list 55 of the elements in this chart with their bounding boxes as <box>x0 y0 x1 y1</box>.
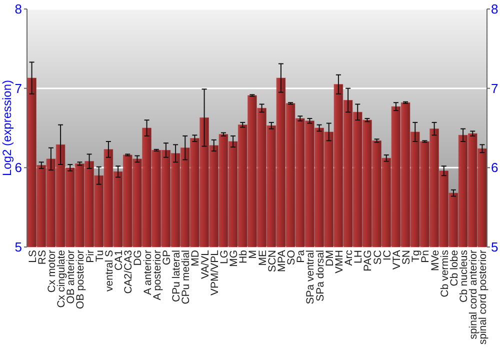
y-tick-label: 5 <box>14 240 22 255</box>
y-tick-label: 7 <box>14 80 22 96</box>
y2-tick-label: 7 <box>491 80 498 96</box>
x-tick-label: VA/VL <box>199 250 212 279</box>
x-tick-label: Cb nucleus <box>458 250 470 303</box>
x-tick-label: Tu <box>94 250 106 262</box>
y2-tick-label: 8 <box>491 2 498 17</box>
x-tick-label: SO <box>286 250 298 266</box>
x-tick-label: RS <box>36 250 48 265</box>
x-tick-label: Pir <box>84 250 96 263</box>
x-tick-label: Arc <box>343 250 356 266</box>
x-tick-label: A anterior <box>142 250 154 295</box>
x-tick-label: Pa <box>295 250 308 263</box>
x-tick-label: Cb lobe <box>448 250 460 286</box>
x-tick-label: GP <box>160 250 173 266</box>
x-tick-label: Cx motor <box>46 250 58 293</box>
y-tick-label: 8 <box>14 2 22 17</box>
x-tick-label: ventral S <box>103 250 116 292</box>
x-tick-label: OB anterior <box>65 250 78 304</box>
x-tick-label: CA1 <box>113 250 126 270</box>
x-tick-label: VTA <box>390 250 403 270</box>
x-tick-label: spinal cord anterior <box>468 249 480 340</box>
x-tick-label: ME <box>256 250 269 266</box>
x-tick-label: SCN <box>266 250 278 272</box>
x-tick-label: SPa ventral <box>304 250 317 304</box>
y2-tick-label: 6 <box>491 160 498 176</box>
x-tick-label: A posterior <box>151 250 164 300</box>
x-tick-label: LH <box>352 250 365 264</box>
y-tick-label: 6 <box>14 160 22 176</box>
x-tick-label: VMH <box>333 250 346 274</box>
x-tick-label: MPA <box>276 250 288 272</box>
x-tick-label: MD <box>190 250 202 266</box>
x-tick-label: Hb <box>238 250 250 264</box>
x-tick-label: Cx cingulate <box>56 250 68 308</box>
x-tick-label: VPM/VPL <box>208 250 221 296</box>
y-axis-title: Log2 (expression) <box>0 80 14 176</box>
x-tick-label: DG <box>132 250 144 266</box>
x-tick-label: Cb vermis <box>438 250 451 298</box>
x-tick-label: SC <box>372 250 384 265</box>
x-tick-label: SN <box>400 250 413 265</box>
x-tick-label: MVe <box>429 250 442 272</box>
x-tick-label: DM <box>324 250 336 266</box>
y2-tick-label: 5 <box>491 240 498 255</box>
x-tick-label: OB posterior <box>74 250 87 309</box>
x-tick-label: CPu medial <box>180 250 192 304</box>
x-tick-label: Tg <box>410 250 422 262</box>
x-tick-label: M <box>247 250 260 259</box>
x-tick-label: IC <box>381 250 394 260</box>
x-tick-label: LS <box>26 250 39 263</box>
x-tick-label: spinal cord posterior <box>477 249 490 345</box>
x-tick-label: LG <box>218 250 230 264</box>
x-tick-label: CA2/CA3 <box>122 250 135 294</box>
x-tick-label: SPa dorsal <box>314 250 326 302</box>
x-tick-label: Pn <box>420 250 432 263</box>
x-tick-label: PAG <box>362 250 374 272</box>
